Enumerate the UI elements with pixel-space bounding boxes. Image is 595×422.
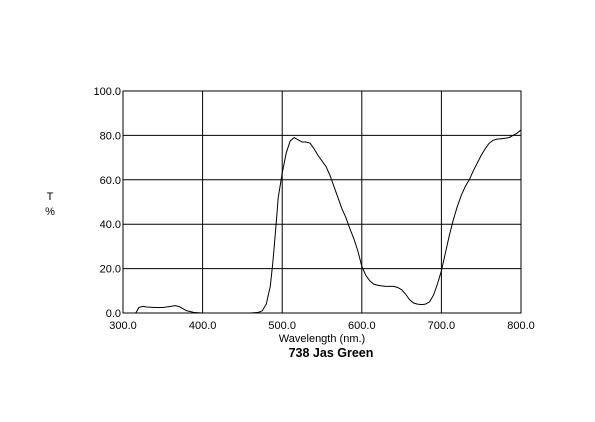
chart-title: 738 Jas Green	[289, 346, 374, 360]
series-line-transmittance	[123, 129, 522, 314]
x-axis-ticks: 300.0 400.0 500.0 600.0 700.0 800.0	[109, 320, 535, 332]
grid	[122, 90, 522, 314]
plot-area-frame	[122, 90, 522, 314]
x-tick-label: 800.0	[507, 320, 535, 332]
y-axis-ticks: 0.0 20.0 40.0 60.0 80.0 100.0	[93, 86, 121, 320]
x-tick-label: 700.0	[428, 320, 456, 332]
y-tick-label: 100.0	[93, 86, 121, 98]
x-tick-label: 600.0	[348, 320, 376, 332]
y-tick-label: 80.0	[100, 130, 121, 142]
x-tick-label: 300.0	[109, 320, 137, 332]
x-tick-label: 400.0	[189, 320, 217, 332]
x-axis-label: Wavelength (nm.)	[279, 333, 365, 345]
y-axis-label-t: T	[47, 191, 54, 203]
y-tick-label: 40.0	[100, 219, 121, 231]
y-tick-label: 0.0	[106, 308, 121, 320]
y-tick-label: 60.0	[100, 175, 121, 187]
y-axis-label-percent: %	[45, 206, 55, 218]
y-tick-label: 20.0	[100, 264, 121, 276]
x-tick-label: 500.0	[268, 320, 296, 332]
